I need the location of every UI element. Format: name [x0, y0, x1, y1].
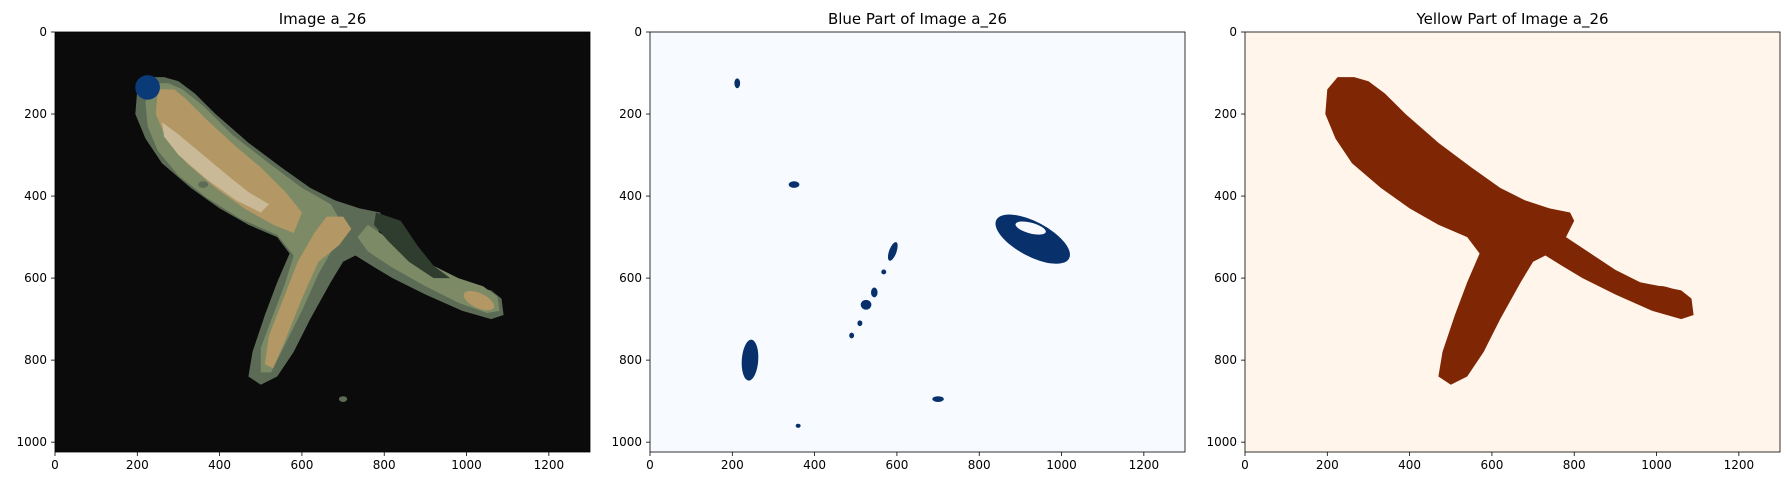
y-tick-label: 1000 [611, 435, 642, 449]
blue-blob [795, 423, 801, 428]
x-tick-label: 0 [1241, 458, 1249, 472]
region-tan [155, 89, 302, 234]
x-tick-label: 600 [885, 458, 908, 472]
blue-blob [881, 269, 887, 275]
region-dark-green [373, 212, 451, 279]
image-background [650, 32, 1185, 452]
chart-panel-2: 0 200 400 600 800 1000 1200 0 200 400 600 800 1000 Bl… [611, 10, 1186, 472]
y-tick-label: 600 [1214, 271, 1237, 285]
axes-frame [1244, 31, 1781, 453]
blue-blob [870, 287, 878, 298]
region-gap [437, 228, 471, 246]
y-tick-label: 1000 [16, 435, 47, 449]
region-right-tip [463, 290, 495, 311]
x-tick-label: 1200 [1129, 458, 1160, 472]
x-tick-label: 1000 [451, 458, 482, 472]
y-tick-label: 1000 [1206, 435, 1237, 449]
x-tick-label: 1000 [1046, 458, 1077, 472]
x-tick-label: 800 [373, 458, 396, 472]
y-tick-label: 200 [1214, 107, 1237, 121]
blue-blob [788, 181, 800, 188]
x-tick-label: 400 [1398, 458, 1421, 472]
y-tick-label: 0 [39, 25, 47, 39]
axes-frame [54, 31, 591, 453]
y-tick-label: 600 [24, 271, 47, 285]
y-tick-label: 800 [1214, 353, 1237, 367]
image-content [135, 75, 504, 402]
chart-title: Blue Part of Image a_26 [828, 10, 1007, 29]
x-tick-label: 800 [1563, 458, 1586, 472]
blue-blob [932, 396, 944, 402]
y-tick-label: 400 [1214, 189, 1237, 203]
x-tick-label: 400 [208, 458, 231, 472]
x-tick-label: 0 [51, 458, 59, 472]
blue-blob [857, 320, 863, 327]
speck [338, 396, 348, 402]
y-tick-label: 0 [1229, 25, 1237, 39]
chart-title: Yellow Part of Image a_26 [1415, 10, 1608, 29]
y-tick-label: 800 [619, 353, 642, 367]
y-tick-label: 0 [634, 25, 642, 39]
y-tick-label: 800 [24, 353, 47, 367]
region-blue-tip [135, 75, 160, 100]
blue-blob [849, 332, 855, 339]
x-tick-label: 1000 [1641, 458, 1672, 472]
yellow-tip [1647, 285, 1691, 316]
blue-blob [995, 214, 1070, 264]
region-lower-tan [264, 216, 352, 369]
y-tick-label: 400 [24, 189, 47, 203]
chart-panel-1: 0 200 400 600 800 1000 1200 0 200 400 600 800 1000 Im… [16, 10, 591, 472]
blue-blob [887, 242, 898, 261]
x-tick-label: 600 [1480, 458, 1503, 472]
yellow-region [1325, 77, 1694, 385]
chart-title: Image a_26 [279, 10, 367, 29]
blue-blob [860, 299, 872, 310]
x-tick-label: 200 [126, 458, 149, 472]
x-tick-label: 1200 [1724, 458, 1755, 472]
chart-panel-3: 0 200 400 600 800 1000 1200 0 200 400 600 800 1000 Ye… [1206, 10, 1781, 472]
x-tick-label: 600 [290, 458, 313, 472]
region-light-tan [162, 122, 269, 213]
y-tick-label: 600 [619, 271, 642, 285]
x-tick-label: 800 [968, 458, 991, 472]
blob-hole [1015, 221, 1046, 235]
image-content [734, 78, 1070, 428]
y-tick-label: 200 [24, 107, 47, 121]
x-tick-label: 200 [1316, 458, 1339, 472]
speck [198, 181, 209, 188]
yellow-speck [1381, 185, 1385, 189]
blue-blob [741, 339, 759, 381]
x-tick-label: 1200 [534, 458, 565, 472]
x-tick-label: 0 [646, 458, 654, 472]
y-tick-label: 400 [619, 189, 642, 203]
x-tick-label: 200 [721, 458, 744, 472]
x-tick-label: 400 [803, 458, 826, 472]
y-tick-label: 200 [619, 107, 642, 121]
blue-blob [734, 78, 741, 89]
axes-frame [649, 31, 1186, 453]
image-content [1325, 77, 1694, 385]
